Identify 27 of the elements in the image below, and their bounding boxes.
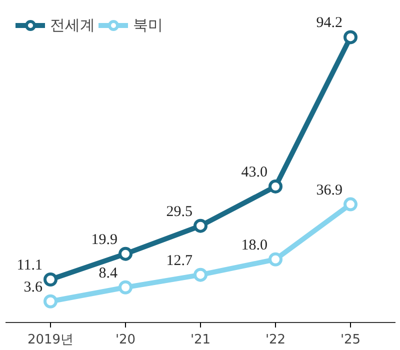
x-tick-label: '25 [340,332,361,348]
data-label: 18.0 [241,237,268,254]
data-label: 3.6 [24,279,43,296]
point [268,179,282,194]
point [118,280,132,294]
data-label: 36.9 [316,182,342,198]
legend-label: 전세계 [50,16,95,34]
data-label: 19.9 [91,232,118,248]
data-label: 94.2 [316,15,342,32]
point [118,246,132,261]
data-label: 12.7 [166,252,193,269]
legend-label: 북미 [133,16,163,34]
point [44,294,58,308]
data-label: 11.1 [16,258,43,274]
x-tick-label: '21 [190,332,211,348]
point [194,268,208,282]
data-label: 29.5 [166,204,192,220]
point [268,252,282,266]
point [44,272,58,286]
point [344,30,358,44]
point [344,197,358,212]
data-label: 43.0 [241,164,268,180]
x-tick-label: '20 [115,332,136,348]
data-label: 8.4 [98,265,118,282]
x-tick-label: '22 [265,332,286,348]
x-tick-label: 2019년 [27,332,74,348]
point [194,218,208,233]
